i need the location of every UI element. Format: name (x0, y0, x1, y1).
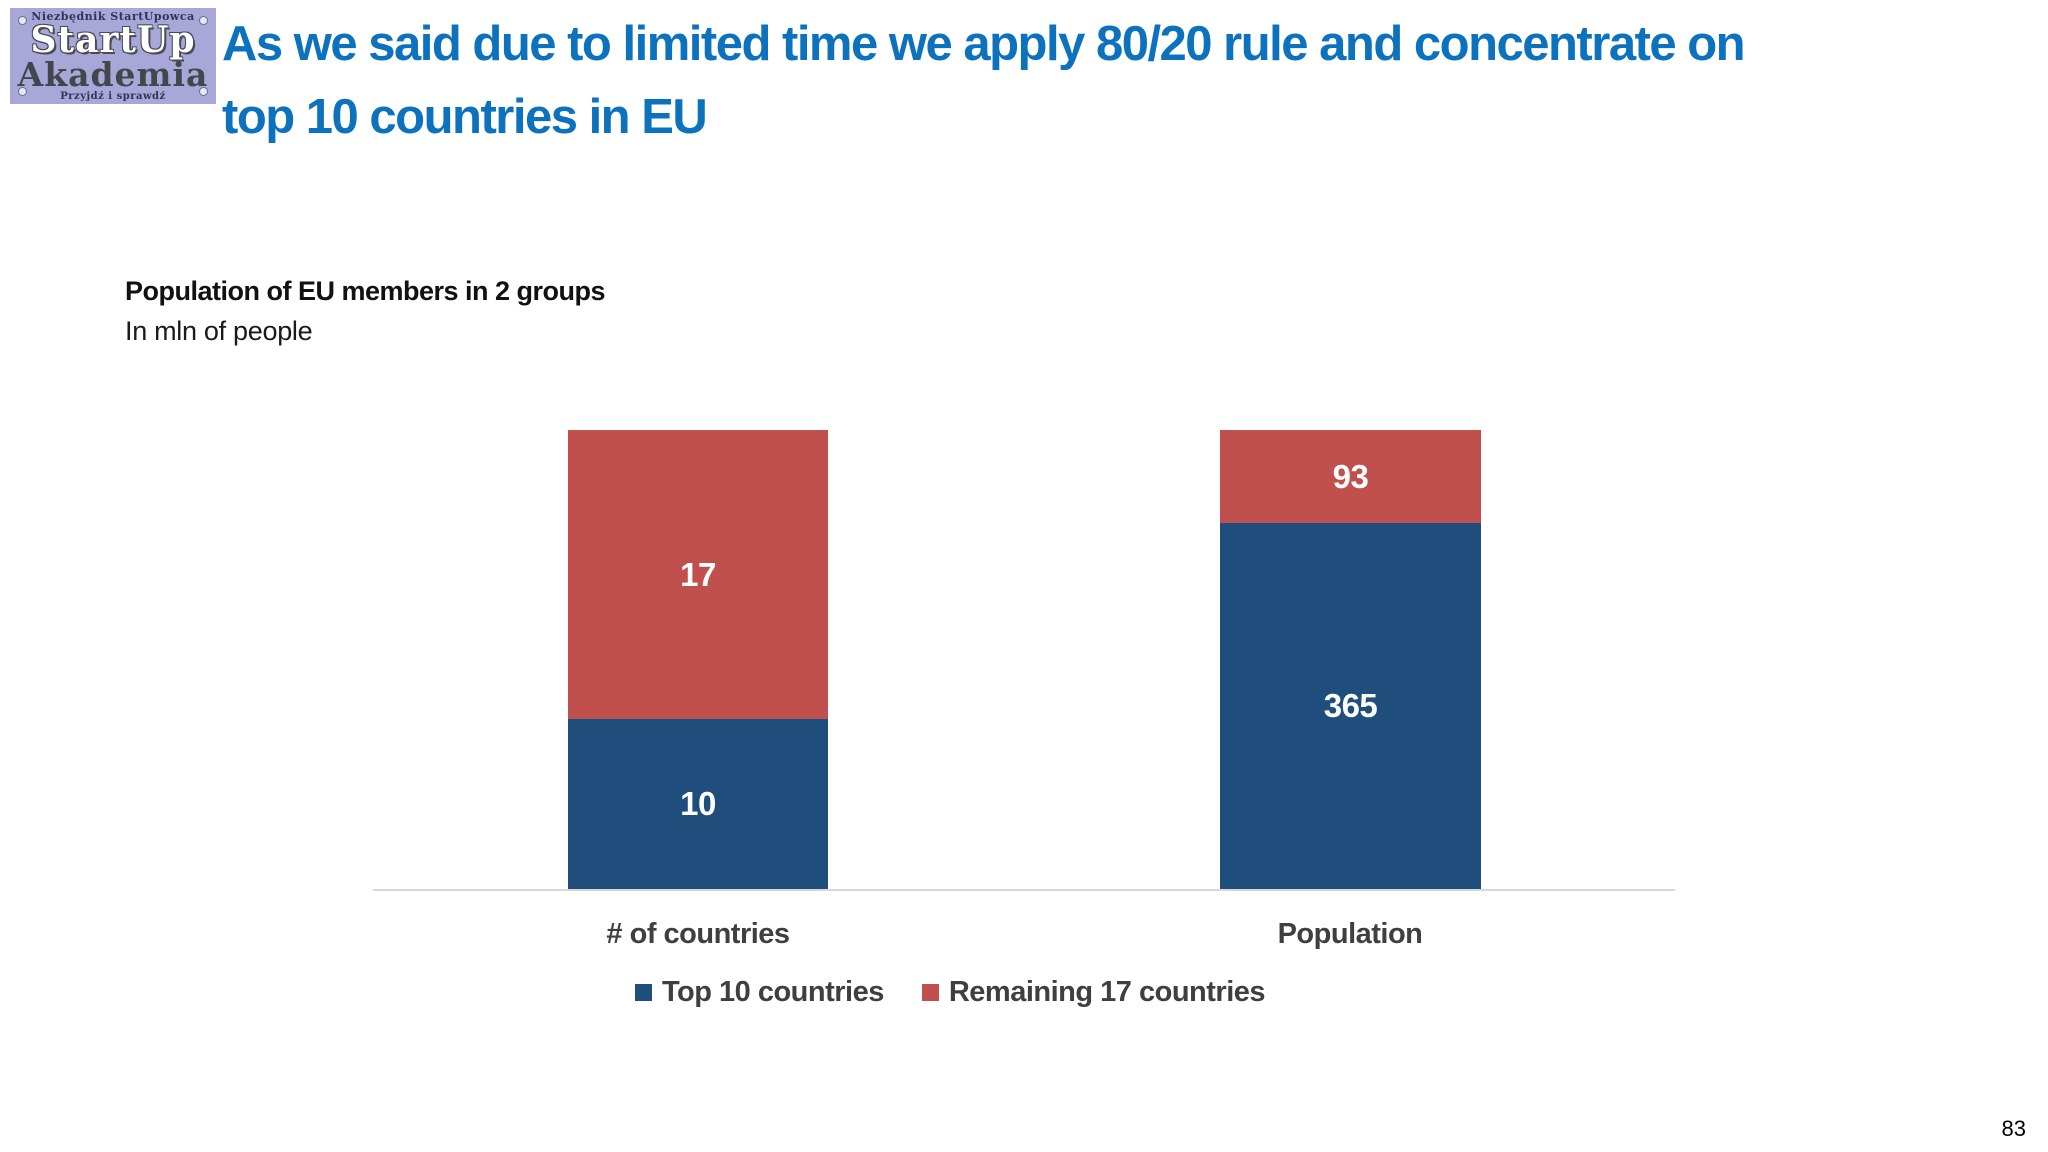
value-label: 10 (680, 785, 716, 822)
x-axis-line (373, 889, 1675, 891)
legend-item-remaining-17: Remaining 17 countries (921, 976, 1266, 1009)
logo-tagline-bottom: Przyjdź i sprawdź (60, 90, 166, 102)
legend-item-top-10: Top 10 countries (634, 976, 884, 1009)
screw-icon (199, 16, 208, 25)
page-title: As we said due to limited time we apply … (222, 8, 2037, 154)
screw-icon (199, 87, 208, 96)
legend-swatch-blue-icon (634, 984, 652, 1001)
category-label-countries: # of countries (606, 918, 790, 950)
chart-subtitle: In mln of people (125, 316, 313, 346)
bar-segment-remaining-17: 93 (1220, 430, 1481, 524)
screw-icon (18, 16, 27, 25)
bar-segment-remaining-17: 17 (568, 430, 828, 719)
logo-name-line2: Akademia (17, 54, 209, 94)
logo-tagline-top: Niezbędnik StartUpowca (31, 10, 195, 24)
chart-legend: Top 10 countries Remaining 17 countries (540, 976, 1360, 1009)
logo-name-line1: StartUp (30, 19, 196, 62)
value-label: 365 (1323, 687, 1378, 725)
bar-segment-top-10: 365 (1220, 523, 1481, 889)
page-title-line1: As we said due to limited time we apply … (222, 17, 1746, 71)
bar-population: 93 365 (1220, 430, 1481, 889)
chart-title: Population of EU members in 2 groups (125, 276, 606, 306)
legend-swatch-red-icon (921, 984, 939, 1001)
screw-icon (18, 87, 27, 96)
page-title-line2: top 10 countries in EU (222, 90, 708, 144)
page-number: 83 (2001, 1116, 2026, 1141)
value-label: 17 (680, 555, 716, 593)
bar-number-of-countries: 17 10 (568, 430, 828, 889)
value-label: 93 (1332, 457, 1369, 495)
category-label-population: Population (1277, 918, 1423, 950)
legend-label: Top 10 countries (661, 976, 884, 1008)
startup-akademia-logo: Niezbędnik StartUpowca StartUp Akademia … (10, 8, 216, 104)
bar-segment-top-10: 10 (568, 719, 828, 889)
legend-label: Remaining 17 countries (948, 976, 1266, 1008)
